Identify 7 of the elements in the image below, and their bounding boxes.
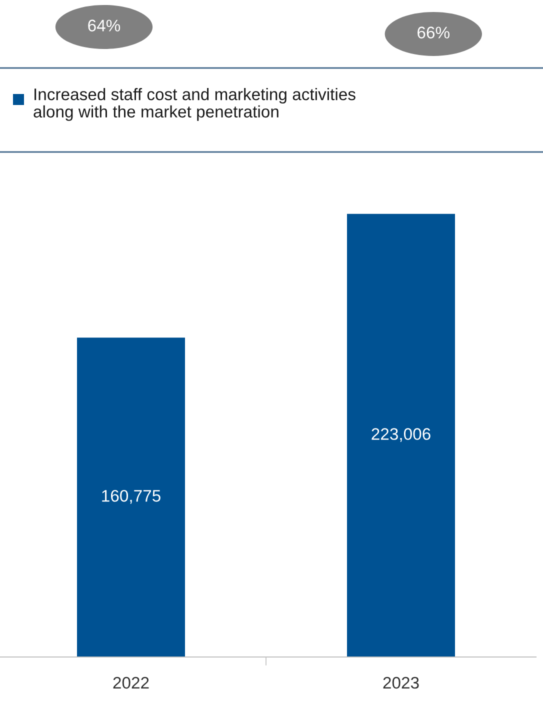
data-label: 223,006: [372, 428, 430, 442]
data-label: 160,775: [102, 490, 160, 504]
text: 64%: [88, 20, 120, 32]
text: Increased staff cost and marketing activities along with the market penetration: [34, 88, 356, 121]
text: 66%: [418, 26, 450, 38]
x-tick-label: 2023: [383, 676, 419, 689]
x-tick-label: 2022: [113, 676, 149, 689]
